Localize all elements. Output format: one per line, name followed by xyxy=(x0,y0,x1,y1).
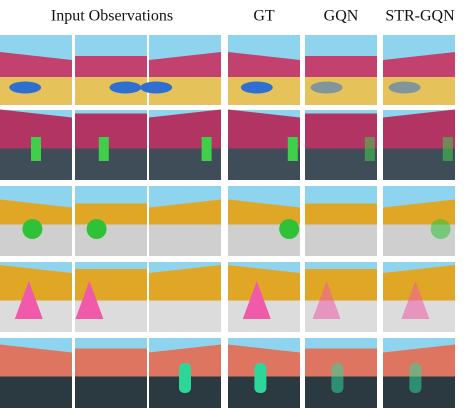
wall xyxy=(0,109,72,149)
thumbnail xyxy=(383,35,455,105)
thumbnail xyxy=(0,338,72,408)
object xyxy=(364,137,375,161)
thumbnail xyxy=(383,109,455,180)
floor xyxy=(75,148,147,180)
wall xyxy=(75,348,147,377)
thumbnail xyxy=(383,262,455,332)
object xyxy=(9,81,42,94)
thumbnail xyxy=(75,110,147,180)
floor xyxy=(305,224,377,256)
object xyxy=(409,363,422,393)
thumbnail xyxy=(149,186,221,256)
object xyxy=(310,81,343,94)
wall xyxy=(305,348,377,377)
object xyxy=(75,281,104,319)
thumbnail xyxy=(305,186,377,256)
object xyxy=(22,219,43,239)
thumbnail xyxy=(149,109,221,180)
wall xyxy=(149,52,221,77)
thumbnail xyxy=(383,186,455,256)
object xyxy=(201,137,212,161)
thumbnail xyxy=(0,186,72,256)
floor xyxy=(75,376,147,408)
object xyxy=(312,281,341,319)
object xyxy=(442,137,453,161)
thumbnail xyxy=(383,338,455,408)
wall xyxy=(75,203,147,225)
object xyxy=(287,137,298,161)
object xyxy=(254,363,267,393)
object xyxy=(388,81,421,94)
thumbnail xyxy=(149,338,221,408)
column-header: GQN xyxy=(324,8,359,25)
wall xyxy=(383,109,455,149)
object xyxy=(242,281,271,319)
wall xyxy=(228,199,300,225)
column-header: Input Observations xyxy=(51,8,173,25)
wall xyxy=(305,113,377,149)
wall xyxy=(75,56,147,77)
object xyxy=(179,363,191,393)
wall xyxy=(75,113,147,149)
thumbnail xyxy=(228,35,300,105)
wall xyxy=(228,265,300,301)
floor xyxy=(0,376,72,408)
thumbnail xyxy=(149,262,221,332)
object xyxy=(430,219,451,239)
floor xyxy=(75,224,147,256)
wall xyxy=(149,344,221,377)
object xyxy=(279,219,300,239)
wall xyxy=(305,269,377,301)
column-header: GT xyxy=(253,8,275,25)
wall xyxy=(149,265,221,301)
wall xyxy=(0,344,72,377)
wall xyxy=(228,52,300,77)
column-header: STR-GQN xyxy=(385,8,455,25)
thumbnail xyxy=(305,35,377,105)
object xyxy=(140,81,173,94)
wall xyxy=(383,199,455,225)
image-grid xyxy=(0,35,455,408)
floor xyxy=(149,300,221,332)
wall xyxy=(0,52,72,77)
object xyxy=(31,137,41,161)
thumbnail xyxy=(228,109,300,180)
thumbnail xyxy=(75,262,147,332)
object xyxy=(109,81,142,94)
wall xyxy=(149,199,221,225)
thumbnail xyxy=(0,35,72,105)
wall xyxy=(383,52,455,77)
wall xyxy=(0,199,72,225)
object xyxy=(240,81,273,94)
floor xyxy=(149,224,221,256)
thumbnail xyxy=(305,110,377,180)
thumbnail xyxy=(228,262,300,332)
object xyxy=(86,219,107,239)
object xyxy=(401,281,430,319)
thumbnail xyxy=(75,35,147,105)
wall xyxy=(383,265,455,301)
thumbnail xyxy=(305,338,377,408)
thumbnail xyxy=(140,35,221,105)
object xyxy=(98,137,109,161)
wall xyxy=(0,265,72,301)
thumbnail xyxy=(0,262,72,332)
object xyxy=(14,281,43,319)
thumbnail xyxy=(0,109,72,180)
wall xyxy=(383,344,455,377)
wall xyxy=(305,56,377,77)
wall xyxy=(228,344,300,377)
wall xyxy=(305,203,377,225)
thumbnail xyxy=(75,338,147,408)
thumbnail xyxy=(228,186,300,256)
thumbnail xyxy=(228,338,300,408)
thumbnail xyxy=(75,186,147,256)
object xyxy=(331,363,344,393)
wall xyxy=(228,109,300,149)
thumbnail xyxy=(305,262,377,332)
